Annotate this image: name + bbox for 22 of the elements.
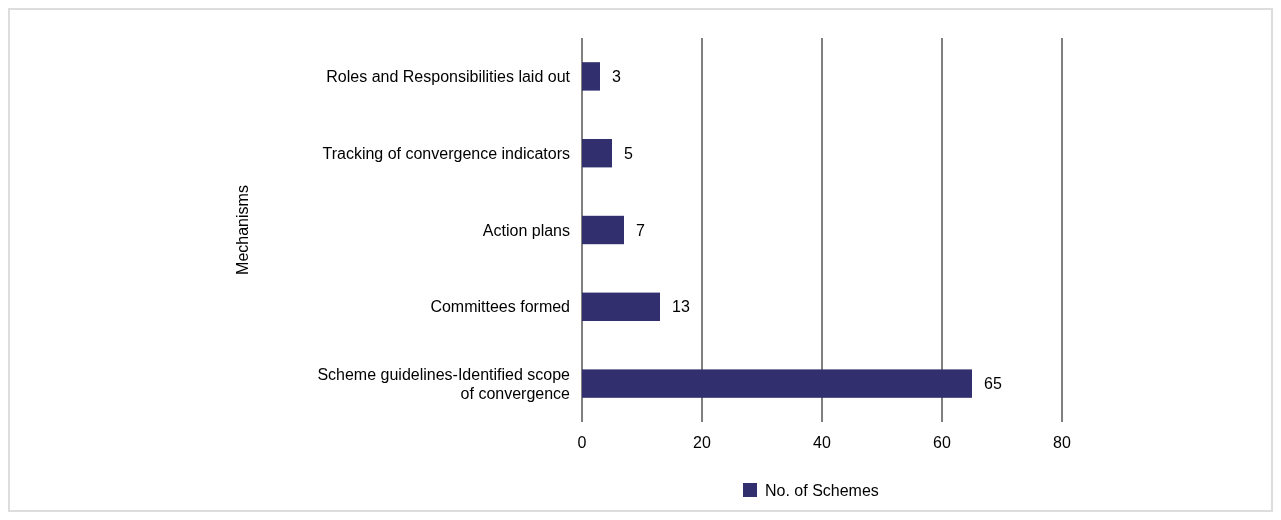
x-tick-label: 40 (813, 434, 831, 451)
y-tick-label: Action plans (482, 221, 570, 239)
bar (582, 138, 612, 168)
y-tick-label: Committees formed (430, 298, 570, 316)
data-label: 7 (636, 221, 645, 239)
data-label: 65 (984, 375, 1002, 393)
x-tick-label: 80 (1053, 434, 1071, 451)
legend-label: No. of Schemes (765, 481, 879, 499)
x-tick-label: 0 (577, 434, 587, 451)
bar (582, 62, 600, 91)
x-tick-label: 60 (933, 434, 951, 451)
data-label: 3 (612, 68, 621, 85)
data-label: 13 (672, 298, 690, 316)
bar (582, 292, 660, 322)
y-tick-label: Tracking of convergence indicators (322, 144, 570, 162)
y-tick-label: Roles and Responsibilities laid out (326, 68, 571, 85)
bar (582, 215, 624, 245)
y-tick-label: Scheme guidelines-Identified scope of convergence (317, 365, 571, 402)
data-label: 5 (624, 144, 633, 162)
bar (582, 369, 972, 398)
x-tick-label: 20 (693, 434, 711, 451)
y-axis-title: Mechanisms (234, 185, 251, 275)
